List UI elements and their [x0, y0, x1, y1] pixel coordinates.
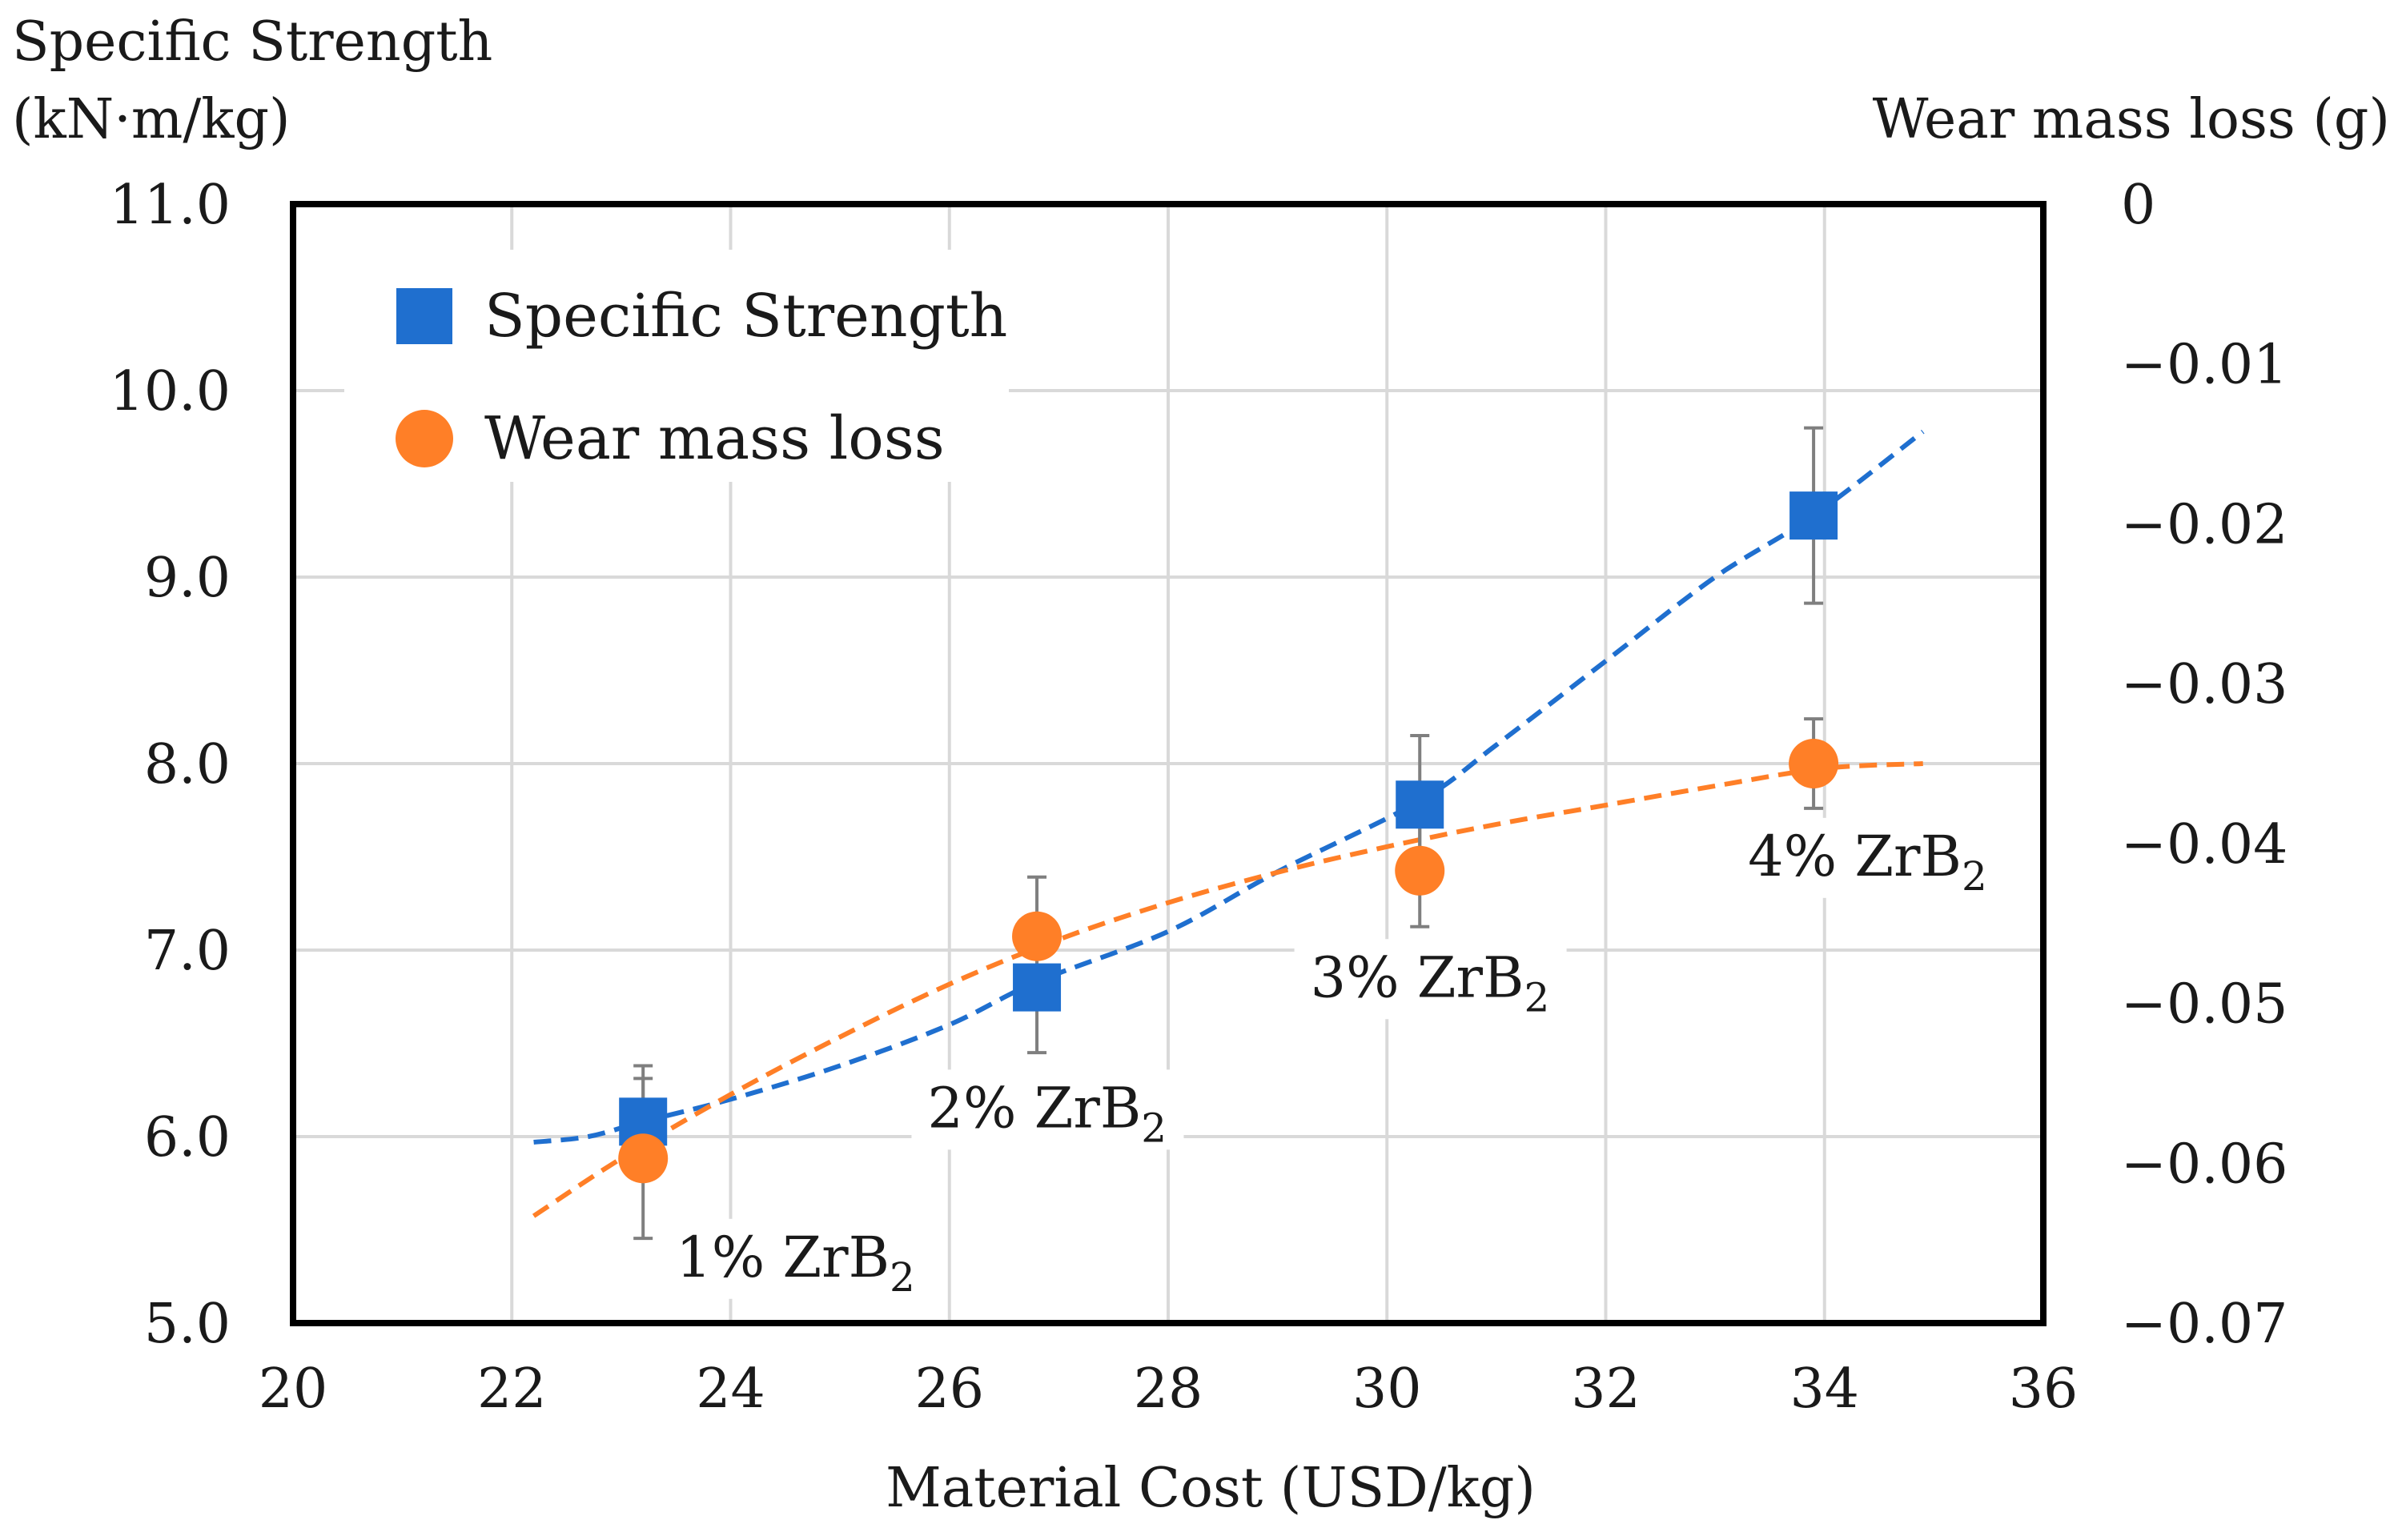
x-tick-label: 26 — [914, 1358, 984, 1421]
annotation-text: 2% ZrB — [927, 1075, 1141, 1141]
y-right-tick-label: 0 — [2121, 174, 2155, 237]
y-left-tick-label: 7.0 — [144, 920, 231, 983]
x-tick-label: 34 — [1789, 1358, 1859, 1421]
x-tick-label: 22 — [477, 1358, 547, 1421]
x-tick-label: 30 — [1352, 1358, 1422, 1421]
y-left-tick-label: 11.0 — [110, 174, 231, 237]
x-axis-ticks: 20 22 24 26 28 30 32 34 36 — [259, 1358, 2079, 1421]
annotation-subscript: 2 — [890, 1254, 915, 1301]
y-right-tick-label: −0.07 — [2121, 1293, 2288, 1356]
y-right-axis-ticks: 0 −0.01 −0.02 −0.03 −0.04 −0.05 −0.06 −0.07 — [2121, 174, 2288, 1356]
legend-label-specific-strength: Specific Strength — [484, 282, 1007, 351]
annotation-background — [911, 1069, 1184, 1150]
y-right-tick-label: −0.06 — [2121, 1133, 2288, 1196]
trend-line-series-1 — [532, 761, 1923, 1218]
data-point-specific-strength — [1396, 780, 1444, 829]
legend-square-marker — [396, 288, 452, 344]
data-point-wear-mass-loss — [1395, 845, 1445, 896]
y-right-tick-label: −0.05 — [2121, 973, 2288, 1037]
annotation-subscript: 2 — [1141, 1105, 1167, 1151]
y-left-tick-label: 6.0 — [144, 1106, 231, 1169]
y-left-tick-label: 8.0 — [144, 733, 231, 796]
x-tick-label: 20 — [259, 1358, 328, 1421]
y-right-axis-title: Wear mass loss (g) — [1873, 88, 2390, 151]
y-right-tick-label: −0.04 — [2121, 813, 2288, 876]
data-point-wear-mass-loss — [618, 1133, 669, 1184]
data-point-specific-strength — [1013, 963, 1062, 1012]
y-left-tick-label: 9.0 — [144, 547, 231, 610]
x-tick-label: 32 — [1571, 1358, 1641, 1421]
legend: Specific Strength Wear mass loss — [344, 250, 1009, 482]
y-left-axis-ticks: 5.0 6.0 7.0 8.0 9.0 10.0 11.0 — [110, 174, 231, 1356]
y-right-tick-label: −0.01 — [2121, 334, 2288, 397]
y-right-tick-label: −0.02 — [2121, 493, 2288, 556]
annotation-background — [1732, 817, 2005, 898]
annotation-background — [1294, 939, 1567, 1020]
annotation-background — [660, 1218, 933, 1299]
x-tick-label: 28 — [1134, 1358, 1203, 1421]
annotation-subscript: 2 — [1524, 974, 1549, 1021]
annotation-text: 3% ZrB — [1311, 944, 1524, 1010]
y-left-axis-title-line2: (kN·m/kg) — [12, 88, 291, 151]
trend-line-series-0 — [533, 429, 1925, 1145]
y-right-tick-label: −0.03 — [2121, 653, 2288, 716]
y-left-tick-label: 5.0 — [144, 1293, 231, 1356]
annotation-label: 2% ZrB2 — [927, 1075, 1167, 1151]
y-left-tick-label: 10.0 — [110, 360, 231, 423]
plot-frame — [290, 201, 2047, 1326]
y-left-axis-title-line1: Specific Strength — [12, 10, 492, 74]
annotation-subscript: 2 — [1962, 853, 1987, 900]
annotation-label: 3% ZrB2 — [1311, 944, 1550, 1021]
x-tick-label: 24 — [696, 1358, 765, 1421]
legend-label-wear-mass-loss: Wear mass loss — [484, 404, 945, 473]
annotation-label: 1% ZrB2 — [676, 1225, 915, 1301]
trend-lines — [532, 429, 1925, 1218]
annotation-text: 4% ZrB — [1748, 824, 1962, 889]
data-markers — [618, 491, 1839, 1184]
x-axis-title: Material Cost (USD/kg) — [886, 1457, 1536, 1520]
x-tick-label: 36 — [2009, 1358, 2079, 1421]
data-point-wear-mass-loss — [1789, 739, 1839, 788]
annotation-label: 4% ZrB2 — [1748, 824, 1987, 900]
legend-background — [344, 250, 1009, 482]
data-point-wear-mass-loss — [1012, 911, 1062, 961]
annotation-text: 1% ZrB — [676, 1225, 890, 1290]
data-point-specific-strength — [1789, 491, 1838, 540]
legend-circle-marker — [396, 410, 453, 467]
